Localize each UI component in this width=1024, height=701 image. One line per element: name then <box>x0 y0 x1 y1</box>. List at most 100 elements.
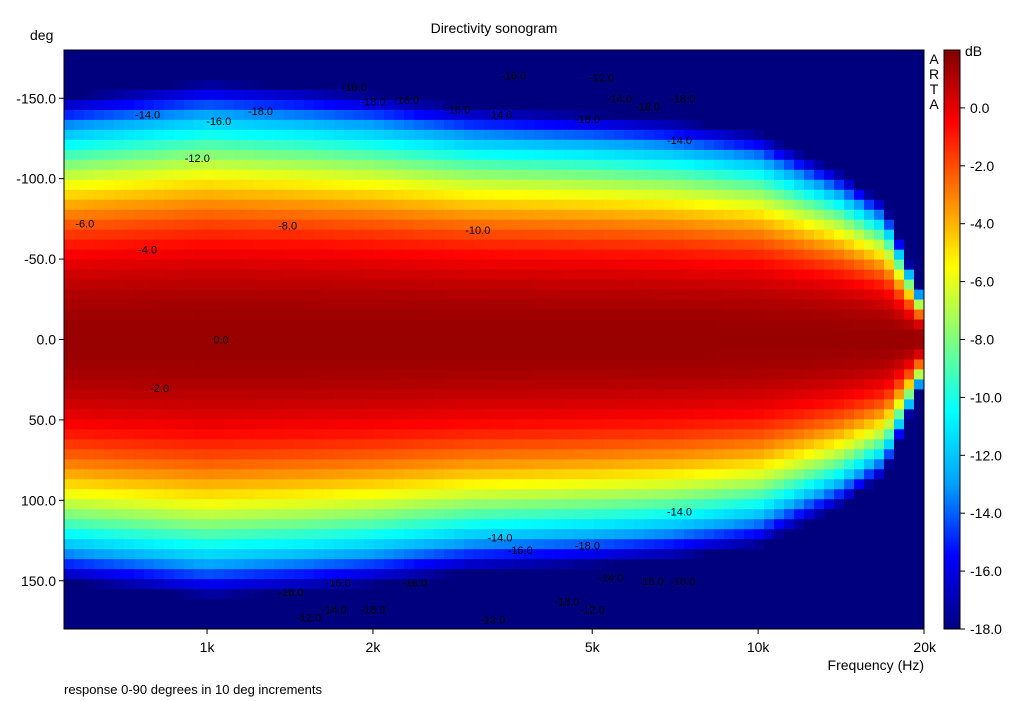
heatmap-cell <box>444 319 455 331</box>
heatmap-cell <box>754 439 765 450</box>
heatmap-cell <box>504 519 515 530</box>
heatmap-cell <box>244 539 255 550</box>
heatmap-cell <box>104 569 115 580</box>
heatmap-cell <box>604 609 615 620</box>
heatmap-cell <box>94 299 105 311</box>
heatmap-cell <box>114 329 125 341</box>
heatmap-cell <box>134 419 145 430</box>
heatmap-cell <box>314 489 325 500</box>
heatmap-cell <box>344 119 355 131</box>
heatmap-cell <box>874 429 885 440</box>
heatmap-cell <box>424 379 435 391</box>
heatmap-cell <box>584 239 595 251</box>
heatmap-cell <box>104 189 115 201</box>
heatmap-cell <box>584 139 595 151</box>
heatmap-cell <box>684 199 695 211</box>
heatmap-cell <box>704 279 715 291</box>
heatmap-cell <box>494 359 505 371</box>
heatmap-cell <box>374 349 385 361</box>
heatmap-cell <box>634 499 645 510</box>
heatmap-cell <box>454 109 465 121</box>
heatmap-cell <box>494 239 505 251</box>
heatmap-cell <box>914 419 924 430</box>
heatmap-cell <box>794 439 805 450</box>
heatmap-cell <box>764 459 775 470</box>
heatmap-cell <box>564 79 575 91</box>
heatmap-cell <box>184 279 195 291</box>
heatmap-cell <box>204 119 215 131</box>
heatmap-cell <box>184 199 195 211</box>
heatmap-cell <box>484 489 495 500</box>
heatmap-cell <box>384 189 395 201</box>
heatmap-cell <box>154 519 165 530</box>
heatmap-cell <box>644 329 655 341</box>
heatmap-cell <box>854 229 865 241</box>
heatmap-cell <box>314 69 325 81</box>
heatmap-cell <box>324 419 335 430</box>
heatmap-cell <box>874 229 885 241</box>
heatmap-cell <box>164 589 175 600</box>
heatmap-cell <box>124 509 135 520</box>
heatmap-cell <box>374 479 385 490</box>
heatmap-cell <box>804 389 815 400</box>
heatmap-cell <box>254 50 265 61</box>
heatmap-cell <box>324 239 335 251</box>
heatmap-cell <box>144 469 155 480</box>
heatmap-cell <box>344 559 355 570</box>
heatmap-cell <box>84 239 95 251</box>
heatmap-cell <box>184 329 195 341</box>
heatmap-cell <box>814 239 825 251</box>
heatmap-cell <box>344 569 355 580</box>
heatmap-cell <box>314 299 325 311</box>
heatmap-cell <box>314 119 325 131</box>
heatmap-cell <box>874 449 885 460</box>
heatmap-cell <box>364 119 375 131</box>
heatmap-cell <box>244 439 255 450</box>
heatmap-cell <box>164 269 175 281</box>
heatmap-cell <box>824 479 835 490</box>
heatmap-cell <box>534 239 545 251</box>
heatmap-cell <box>294 179 305 191</box>
heatmap-cell <box>284 59 295 71</box>
heatmap-cell <box>154 499 165 510</box>
heatmap-cell <box>384 539 395 550</box>
heatmap-cell <box>514 249 525 261</box>
heatmap-cell <box>104 50 115 61</box>
heatmap-cell <box>644 549 655 560</box>
heatmap-cell <box>384 169 395 181</box>
heatmap-cell <box>824 419 835 430</box>
heatmap-cell <box>674 409 685 420</box>
heatmap-cell <box>814 499 825 510</box>
heatmap-cell <box>284 299 295 311</box>
heatmap-cell <box>484 179 495 191</box>
heatmap-cell <box>814 159 825 171</box>
heatmap-cell <box>444 369 455 381</box>
heatmap-cell <box>174 429 185 440</box>
heatmap-cell <box>244 319 255 331</box>
heatmap-cell <box>844 169 855 181</box>
heatmap-cell <box>804 579 815 590</box>
heatmap-cell <box>214 189 225 201</box>
heatmap-cell <box>414 379 425 391</box>
heatmap-cell <box>794 599 805 610</box>
heatmap-cell <box>634 369 645 381</box>
heatmap-cell <box>254 169 265 181</box>
heatmap-cell <box>254 69 265 81</box>
heatmap-cell <box>904 259 915 271</box>
heatmap-cell <box>714 469 725 480</box>
heatmap-cell <box>404 599 415 610</box>
heatmap-cell <box>724 129 735 141</box>
heatmap-cell <box>394 249 405 261</box>
heatmap-cell <box>774 419 785 430</box>
heatmap-cell <box>144 479 155 490</box>
heatmap-cell <box>584 99 595 111</box>
heatmap-cell <box>454 559 465 570</box>
heatmap-cell <box>674 609 685 620</box>
heatmap-cell <box>734 149 745 161</box>
heatmap-cell <box>414 349 425 361</box>
heatmap-cell <box>744 259 755 271</box>
heatmap-cell <box>604 299 615 311</box>
heatmap-cell <box>604 219 615 231</box>
heatmap-cell <box>354 329 365 341</box>
heatmap-cell <box>224 239 235 251</box>
